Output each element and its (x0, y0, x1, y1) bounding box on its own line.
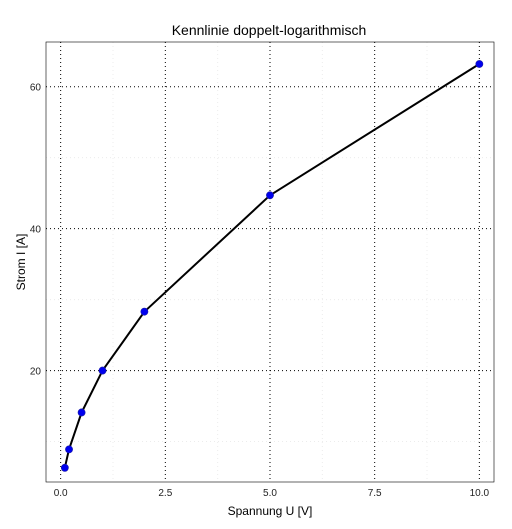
data-point (77, 408, 86, 417)
y-axis-label: Strom I [A] (14, 234, 28, 291)
chart-title: Kennlinie doppelt-logarithmisch (172, 22, 367, 38)
y-tick-label: 40 (30, 225, 42, 236)
series-line-layer (63, 63, 480, 469)
x-tick-label: 7.5 (368, 488, 382, 499)
grid-layer (46, 42, 494, 482)
x-axis-label: Spannung U [V] (228, 504, 313, 518)
data-point (98, 366, 107, 375)
x-tick-label: 2.5 (158, 488, 172, 499)
tick-label-layer: 0.0 2.5 5.0 7.5 10.0 20 40 60 (30, 83, 490, 499)
plot-panel-border (45, 41, 495, 483)
series-line (63, 63, 480, 469)
data-point (475, 60, 484, 68)
data-point (266, 191, 274, 200)
x-tick-label: 5.0 (263, 488, 277, 499)
data-points-layer (60, 60, 484, 472)
data-point (140, 307, 149, 316)
y-tick-label: 20 (30, 367, 42, 378)
y-tick-label: 60 (30, 83, 42, 94)
data-point (60, 463, 69, 472)
x-tick-label: 0.0 (54, 488, 68, 499)
x-tick-label: 10.0 (470, 488, 490, 499)
data-point (65, 445, 73, 454)
